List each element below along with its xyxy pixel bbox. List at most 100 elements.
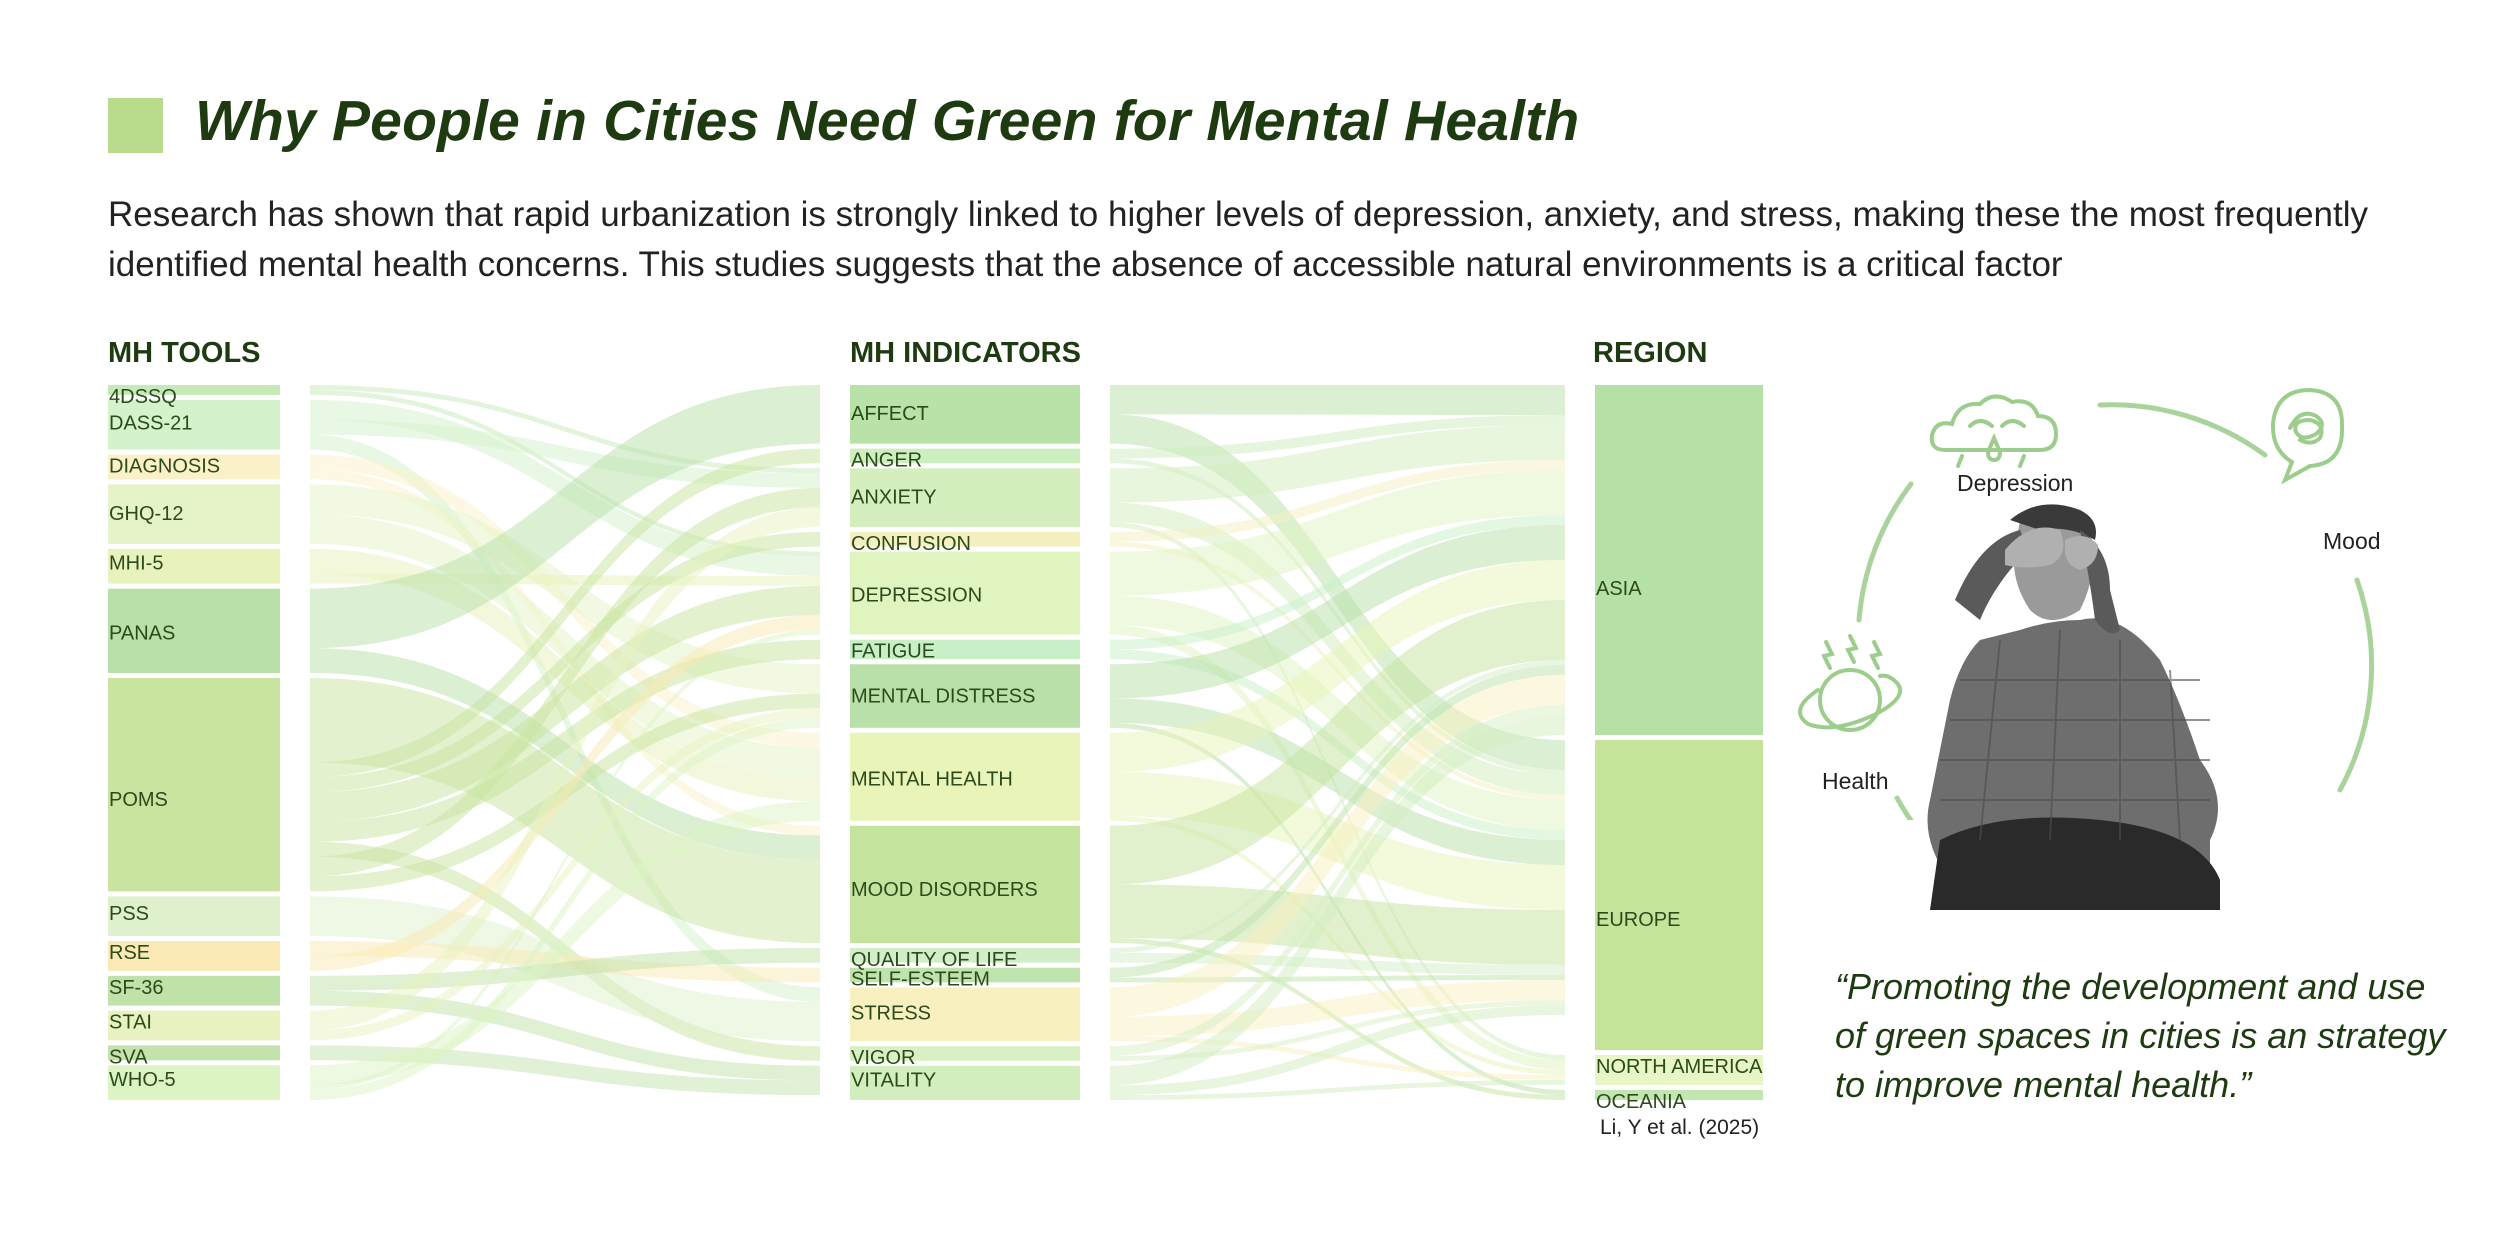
sankey-link xyxy=(1110,715,1565,1086)
planet-lightning-icon xyxy=(1798,634,1902,732)
sankey-node-stai xyxy=(108,1010,280,1041)
sankey-node-label: POMS xyxy=(109,789,168,811)
sankey-link xyxy=(1110,938,1565,1100)
sankey-node-label: EUROPE xyxy=(1596,909,1680,931)
sankey-node-rse xyxy=(108,941,280,971)
sankey-link xyxy=(1110,560,1565,772)
sankey-node-north-america xyxy=(1595,1055,1763,1085)
sankey-node-label: SVA xyxy=(109,1046,148,1068)
sankey-node-label: SELF-ESTEEM xyxy=(851,969,990,991)
sankey-node-label: MENTAL DISTRESS xyxy=(851,685,1035,707)
sankey-node-label: MOOD DISORDERS xyxy=(851,879,1038,901)
sankey-node-label: QUALITY OF LIFE xyxy=(851,949,1017,971)
quote-text: “Promoting the development and use of gr… xyxy=(1835,966,2446,1105)
sankey-node-diagnosis xyxy=(108,454,280,480)
sankey-node-depression xyxy=(850,551,1080,635)
sankey-nodes xyxy=(108,385,1763,1100)
column-header-tools: MH TOOLS xyxy=(108,337,261,369)
cycle-label-mood: Mood xyxy=(2323,528,2381,554)
sankey-link xyxy=(310,639,820,842)
sankey-link xyxy=(1110,705,1565,1056)
sankey-node-ghq-12 xyxy=(108,484,280,544)
sankey-node-dass-21 xyxy=(108,399,280,450)
sankey-node-mental-distress xyxy=(850,664,1080,728)
sankey-link xyxy=(1110,1036,1565,1080)
sankey-node-label: NORTH AMERICA xyxy=(1596,1056,1763,1078)
sankey-node-panas xyxy=(108,588,280,673)
sankey-node-label: RSE xyxy=(109,942,150,964)
sankey-node-pss xyxy=(108,896,280,937)
sankey-node-anger xyxy=(850,448,1080,464)
sankey-node-label: STRESS xyxy=(851,1003,931,1025)
sankey-link xyxy=(310,948,820,991)
sankey-link xyxy=(1110,515,1565,650)
sankey-link xyxy=(310,419,820,488)
sankey-node-who-5 xyxy=(108,1065,280,1100)
sankey-node-label: 4DSSQ xyxy=(109,386,177,408)
sankey-link xyxy=(1110,698,1565,865)
sankey-node-asia xyxy=(1595,385,1763,735)
sankey-node-stress xyxy=(850,987,1080,1042)
sankey-node-label: VITALITY xyxy=(851,1069,936,1091)
sankey-link xyxy=(310,990,820,1081)
sankey-node-mental-health xyxy=(850,732,1080,821)
sankey-link xyxy=(310,448,820,778)
sankey-node-4dssq xyxy=(108,385,280,395)
sankey-node-sva xyxy=(108,1045,280,1061)
sankey-link xyxy=(310,487,820,877)
cycle-arc xyxy=(1856,481,1914,623)
sankey-node-label: MENTAL HEALTH xyxy=(851,769,1013,791)
citation: Li, Y et al. (2025) xyxy=(1600,1116,1760,1139)
sankey-link xyxy=(1110,414,1565,770)
sankey-node-label: GHQ-12 xyxy=(109,503,183,525)
sankey-node-label: STAI xyxy=(109,1012,152,1034)
sankey-link xyxy=(1110,980,1565,1037)
sankey-link xyxy=(310,648,820,860)
sankey-link xyxy=(310,941,820,983)
column-header-indicators: MH INDICATORS xyxy=(850,337,1081,369)
sankey-link xyxy=(310,677,820,944)
sankey-link xyxy=(310,385,820,474)
sankey-node-europe xyxy=(1595,740,1763,1050)
sankey-node-label: VIGOR xyxy=(851,1047,915,1069)
sankey-link xyxy=(1110,525,1565,699)
sankey-node-label: PSS xyxy=(109,903,149,925)
page-title: Why People in Cities Need Green for Ment… xyxy=(195,89,1580,153)
sankey-link xyxy=(310,615,820,971)
sankey-link xyxy=(310,718,820,1100)
sankey-link xyxy=(1110,415,1565,459)
page-subtitle: Research has shown that rapid urbanizati… xyxy=(108,195,2369,284)
sankey-node-mood-disorders xyxy=(850,825,1080,944)
sankey-link xyxy=(1110,1005,1565,1096)
sankey-link xyxy=(310,708,820,1041)
sankey-link xyxy=(1110,460,1565,542)
sankey-node-label: MHI-5 xyxy=(109,553,163,575)
sankey-link xyxy=(1110,425,1565,503)
sankey-node-affect xyxy=(850,385,1080,444)
sankey-link xyxy=(1110,665,1565,978)
sankey-labels: 4DSSQ DASS-21 DIAGNOSIS GHQ-12 MHI-5 PANAS POM… xyxy=(109,386,1763,1113)
cloud-rain-icon xyxy=(1929,394,2059,468)
sankey-link xyxy=(310,507,820,1031)
sankey-node-label: ANGER xyxy=(851,450,922,472)
sankey-node-label: SF-36 xyxy=(109,977,163,999)
sankey-link xyxy=(310,389,820,557)
cycle-label-depression: Depression xyxy=(1957,470,2074,496)
sankey-link xyxy=(1110,1000,1565,1061)
sankey-link xyxy=(310,514,820,777)
sankey-node-quality-of-life xyxy=(850,948,1080,963)
column-header-region: REGION xyxy=(1593,337,1708,369)
sankey-link xyxy=(310,629,820,1091)
sankey-node-label: ANXIETY xyxy=(851,486,937,508)
sankey-node-label: CONFUSION xyxy=(851,533,971,555)
sankey-node-label: PANAS xyxy=(109,622,175,644)
sankey-node-label: DASS-21 xyxy=(109,413,192,435)
sankey-node-label: FATIGUE xyxy=(851,641,935,663)
sankey-link xyxy=(1110,385,1565,415)
sankey-link xyxy=(1110,600,1565,885)
sankey-node-mhi-5 xyxy=(108,548,280,584)
sankey-link xyxy=(1110,675,1565,1017)
sankey-link xyxy=(1110,884,1565,965)
sankey-link xyxy=(310,801,820,1086)
